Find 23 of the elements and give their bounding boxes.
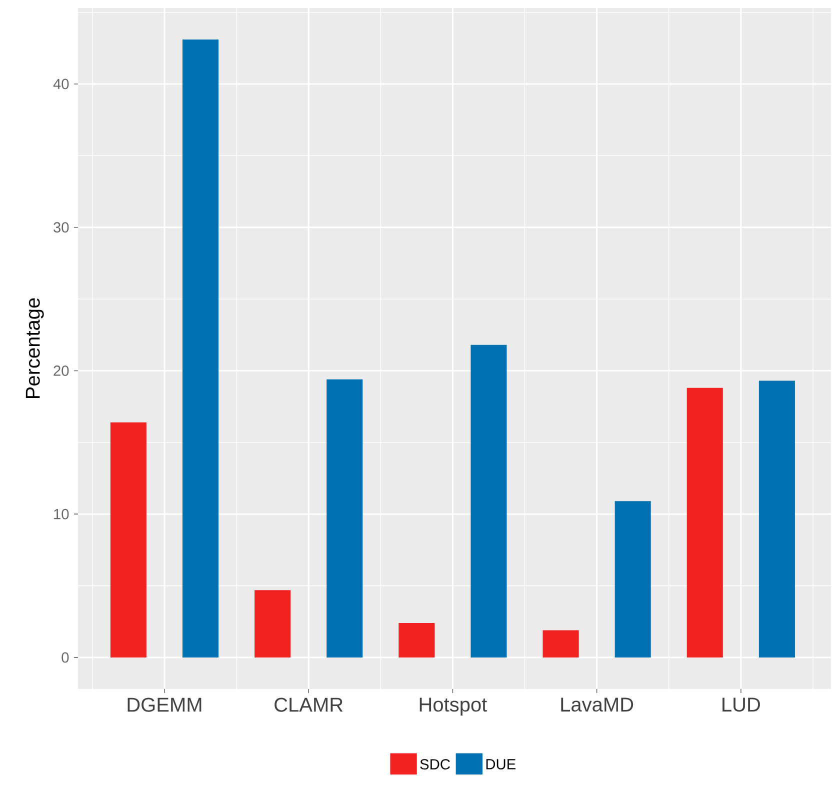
y-tick-label: 40	[53, 78, 69, 90]
bar	[470, 344, 507, 658]
x-tick-label: CLAMR	[274, 698, 343, 712]
legend-label: DUE	[486, 759, 516, 770]
x-tick-label: Hotspot	[420, 698, 488, 716]
bar	[110, 422, 146, 658]
y-tick-label: 0	[62, 652, 69, 663]
bar	[182, 40, 219, 658]
bar	[326, 379, 363, 658]
bar	[254, 590, 291, 658]
y-axis-title: Percentage	[26, 298, 44, 398]
y-tick-label: 20	[54, 366, 69, 376]
y-tick-label: 10	[54, 508, 69, 520]
legend-label: SDC	[420, 759, 450, 770]
y-tick-label: 30	[54, 222, 69, 233]
bar	[398, 623, 435, 658]
bar	[542, 630, 579, 658]
bar	[686, 388, 723, 658]
x-tick-label: DGEMM	[128, 698, 202, 712]
x-tick-label: LUD	[722, 698, 760, 712]
x-tick-label: LavaMD	[561, 698, 634, 712]
bar	[758, 380, 795, 658]
bar	[614, 501, 651, 658]
